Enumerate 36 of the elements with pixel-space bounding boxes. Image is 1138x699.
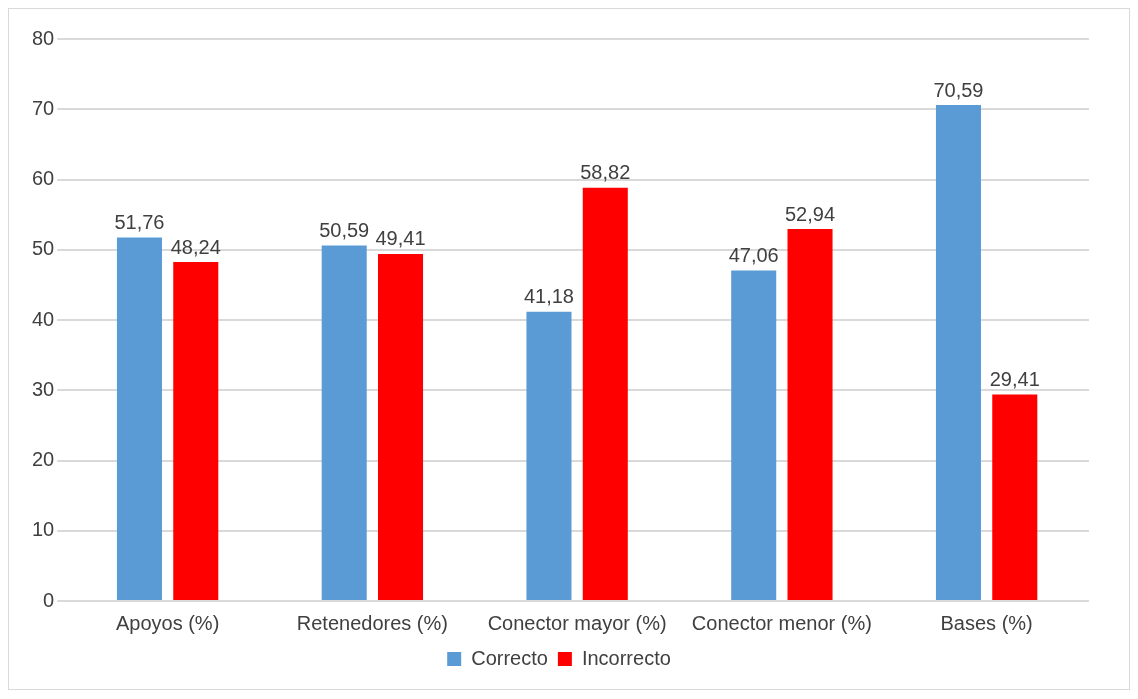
bar	[787, 229, 833, 600]
x-tick-label: Conector menor (%)	[691, 611, 872, 634]
y-tick-label: 0	[43, 588, 55, 611]
y-tick-label: 40	[32, 307, 55, 330]
data-label: 49,41	[375, 227, 426, 250]
x-tick-label: Conector mayor (%)	[487, 611, 667, 634]
y-tick-label: 30	[32, 377, 55, 400]
y-tick-label: 20	[32, 448, 55, 471]
bar	[992, 394, 1038, 600]
bar	[173, 262, 219, 600]
data-label: 47,06	[728, 243, 779, 266]
legend-label: Incorrecto	[581, 646, 671, 669]
data-label: 41,18	[523, 285, 574, 308]
bar	[731, 270, 777, 600]
x-tick-label: Bases (%)	[940, 611, 1033, 634]
data-label: 50,59	[319, 219, 370, 242]
bar	[935, 105, 981, 600]
y-tick-label: 80	[32, 26, 55, 49]
data-label: 70,59	[933, 78, 984, 101]
bar	[116, 237, 162, 600]
data-label: 48,24	[170, 235, 221, 258]
y-tick-label: 50	[32, 237, 55, 260]
y-tick-label: 70	[32, 96, 55, 119]
legend-label: Correcto	[471, 646, 548, 669]
data-label: 52,94	[785, 202, 836, 225]
data-label: 51,76	[114, 210, 165, 233]
bar	[526, 311, 572, 600]
bar	[321, 245, 367, 600]
data-label: 29,41	[989, 367, 1040, 390]
x-tick-label: Apoyos (%)	[115, 611, 220, 634]
y-tick-label: 60	[32, 167, 55, 190]
y-tick-label: 10	[32, 518, 55, 541]
x-tick-label: Retenedores (%)	[296, 611, 448, 634]
bar	[378, 253, 424, 600]
data-label: 58,82	[580, 161, 631, 184]
bar	[582, 187, 628, 600]
